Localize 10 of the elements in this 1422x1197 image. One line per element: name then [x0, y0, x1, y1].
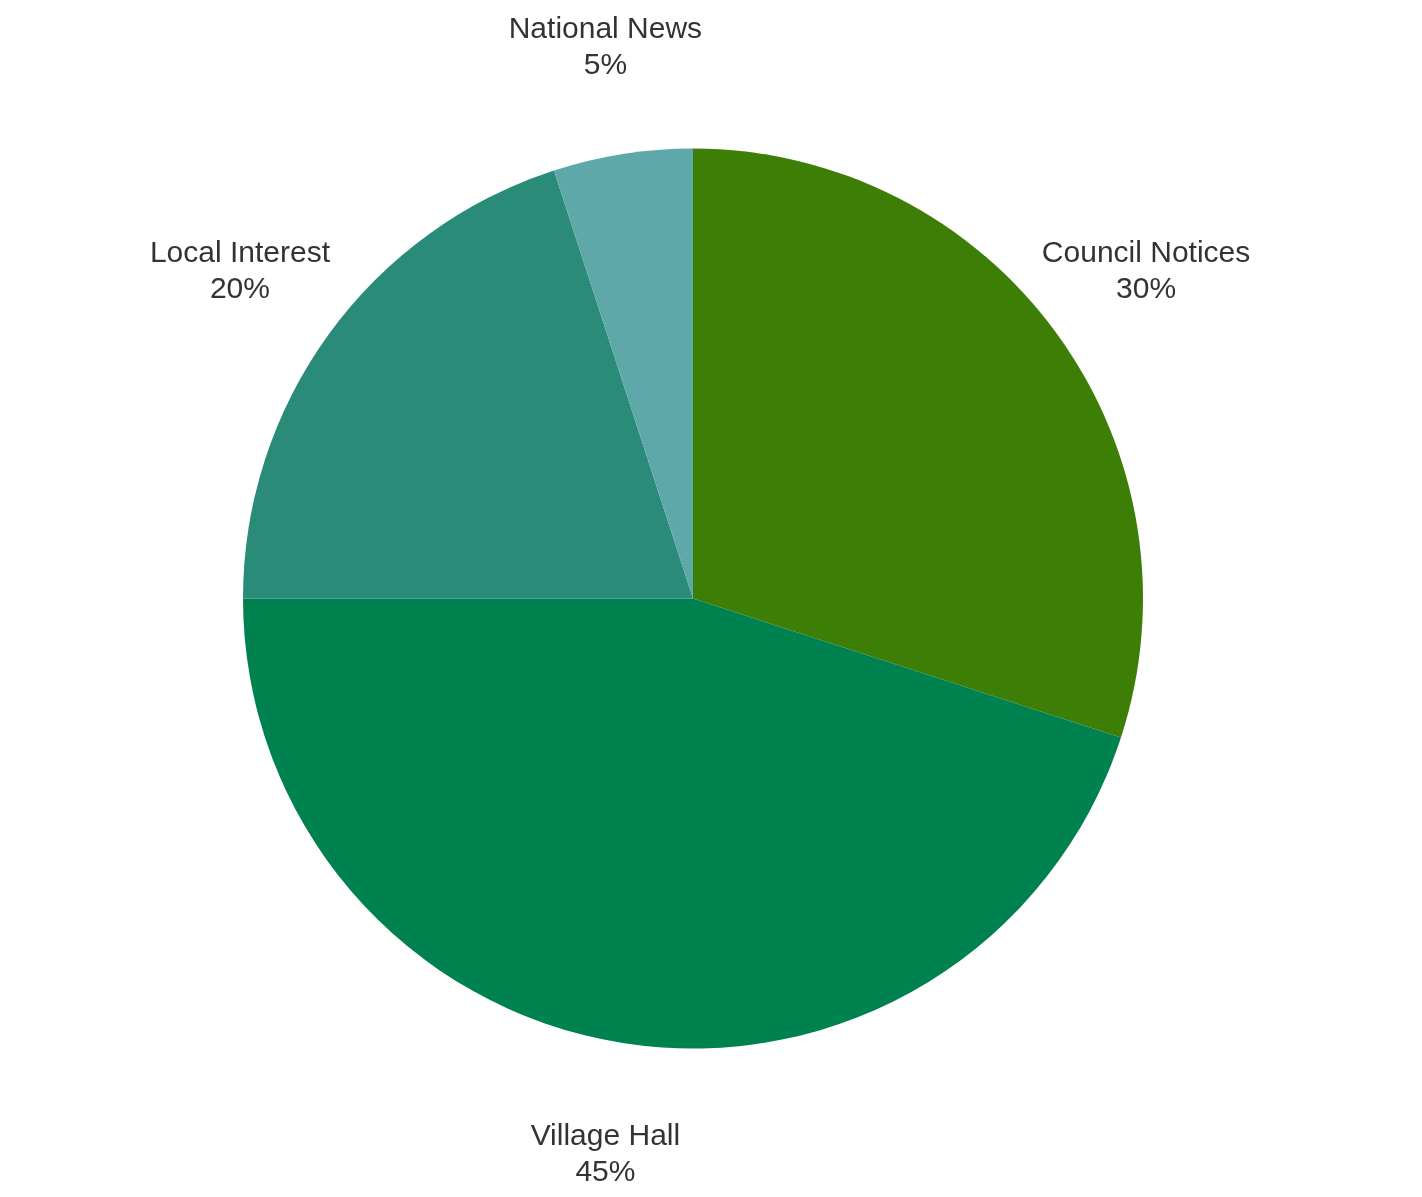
data-label: 5% — [583, 47, 628, 81]
data-label: 45% — [575, 1153, 636, 1187]
pie-slice — [553, 148, 693, 599]
slice-label: National News — [508, 11, 703, 45]
pie-slice — [243, 598, 1121, 1049]
slice-label: Village Hall — [530, 1117, 681, 1151]
data-label: 30% — [1116, 271, 1177, 305]
data-label: 20% — [209, 271, 270, 305]
slice-label: Local Interest — [149, 235, 331, 269]
slice-label: Council Notices — [1041, 235, 1251, 269]
